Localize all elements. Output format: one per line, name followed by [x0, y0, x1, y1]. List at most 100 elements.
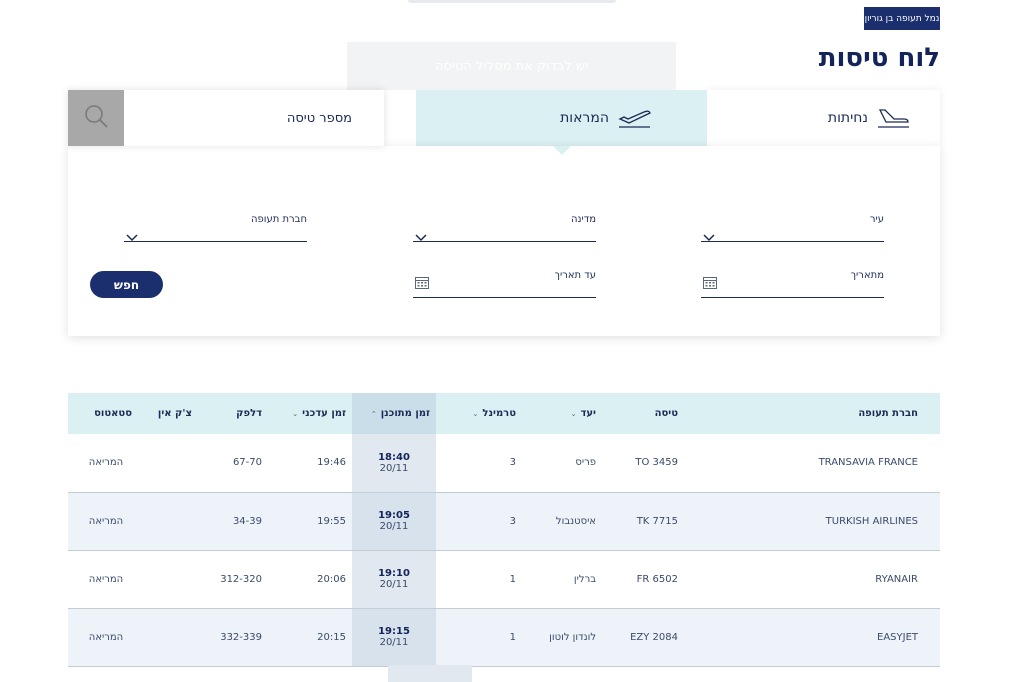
table-row[interactable]: EASYJET EZY 2084 לונדון לוטון 1 19:15 20/…	[68, 608, 940, 667]
cell-airline: RYANAIR	[684, 550, 940, 609]
cell-gate: 34-39	[198, 492, 268, 551]
cell-checkin	[138, 550, 198, 609]
airport-badge[interactable]: נמל תעופה בן גוריון	[864, 7, 940, 30]
sort-down-icon: ⌄	[292, 410, 299, 418]
plane-landing-icon	[876, 107, 910, 129]
cell-updated: 20:15	[268, 608, 352, 667]
faded-banner: יש לבדוק את מסלול הטיסה	[347, 42, 676, 90]
calendar-icon	[415, 274, 429, 293]
header-flight: טיסה	[602, 393, 684, 434]
cell-destination: לונדון לוטון	[522, 608, 602, 667]
country-label: מדינה	[570, 214, 596, 225]
to-date-field[interactable]: עד תאריך	[413, 270, 596, 298]
header-scheduled[interactable]: זמן מתוכנן⌃	[352, 393, 436, 434]
flight-number-search	[68, 90, 384, 146]
chevron-down-icon	[126, 227, 138, 246]
cell-destination: איסטנבול	[522, 492, 602, 551]
header-destination-label: יעד	[580, 408, 596, 419]
search-submit-button[interactable]: חפש	[90, 271, 163, 298]
scheduled-date: 20/11	[379, 579, 409, 590]
cell-gate: 332-339	[198, 608, 268, 667]
table-row[interactable]: TURKISH AIRLINES TK 7715 איסטנבול 3 19:0…	[68, 492, 940, 551]
cell-terminal: 1	[436, 608, 522, 667]
search-button[interactable]	[68, 90, 124, 146]
cell-status: המריאה	[68, 492, 138, 551]
top-divider	[408, 0, 616, 3]
sort-down-icon: ⌄	[472, 410, 479, 418]
from-date-field[interactable]: מתאריך	[701, 270, 884, 298]
cell-scheduled: 19:10 20/11	[352, 550, 436, 609]
cell-updated: 19:46	[268, 434, 352, 493]
cell-airline: TRANSAVIA FRANCE	[684, 434, 940, 493]
search-icon	[83, 103, 109, 133]
to-date-label: עד תאריך	[554, 270, 596, 281]
cell-checkin	[138, 434, 198, 493]
flight-number-input[interactable]	[124, 90, 384, 146]
cell-status: המריאה	[68, 434, 138, 493]
page-title: לוח טיסות	[818, 43, 940, 73]
header-gate: דלפק	[198, 393, 268, 434]
scheduled-date: 20/11	[379, 521, 409, 532]
cell-destination: ברלין	[522, 550, 602, 609]
header-updated[interactable]: זמן עדכני⌄	[268, 393, 352, 434]
from-date-label: מתאריך	[850, 270, 884, 281]
city-select[interactable]: עיר	[701, 214, 884, 242]
cell-scheduled: 19:15 20/11	[352, 608, 436, 667]
cell-checkin	[138, 492, 198, 551]
header-destination[interactable]: יעד⌄	[522, 393, 602, 434]
country-select[interactable]: מדינה	[413, 214, 596, 242]
cell-status: המריאה	[68, 550, 138, 609]
cell-destination: פריס	[522, 434, 602, 493]
airline-label: חברת תעופה	[250, 214, 307, 225]
cell-status: המריאה	[68, 608, 138, 667]
cell-updated: 19:55	[268, 492, 352, 551]
cell-flight: TK 7715	[602, 492, 684, 551]
tab-departures[interactable]: המראות	[416, 90, 707, 146]
cell-scheduled: 19:05 20/11	[352, 492, 436, 551]
header-airline: חברת תעופה	[684, 393, 940, 434]
scheduled-time: 19:10	[378, 568, 410, 579]
sort-down-icon: ⌄	[570, 410, 577, 418]
scheduled-time: 18:40	[378, 451, 410, 463]
cell-airline: EASYJET	[684, 608, 940, 667]
scheduled-column-continuation	[388, 665, 472, 682]
cell-terminal: 3	[436, 434, 522, 493]
cell-gate: 67-70	[198, 434, 268, 493]
header-updated-label: זמן עדכני	[302, 408, 346, 419]
chevron-down-icon	[415, 227, 427, 246]
airline-select[interactable]: חברת תעופה	[124, 214, 307, 242]
calendar-icon	[703, 274, 717, 293]
table-row[interactable]: RYANAIR FR 6502 ברלין 1 19:10 20/11 20:06…	[68, 550, 940, 609]
cell-scheduled: 18:40 20/11	[352, 434, 436, 493]
sort-up-icon: ⌃	[370, 410, 377, 418]
header-checkin: צ'ק אין	[138, 393, 198, 434]
tab-departures-label: המראות	[560, 110, 609, 126]
scheduled-time: 19:05	[378, 510, 410, 521]
header-status: סטאטוס	[68, 393, 138, 434]
city-label: עיר	[869, 214, 884, 225]
cell-flight: EZY 2084	[602, 608, 684, 667]
cell-terminal: 1	[436, 550, 522, 609]
header-terminal[interactable]: טרמינל⌄	[436, 393, 522, 434]
cell-gate: 312-320	[198, 550, 268, 609]
table-header-row: חברת תעופה טיסה יעד⌄ טרמינל⌄ זמן מתוכנן⌃…	[68, 393, 940, 434]
flights-table: חברת תעופה טיסה יעד⌄ טרמינל⌄ זמן מתוכנן⌃…	[68, 393, 940, 667]
chevron-down-icon	[703, 227, 715, 246]
cell-flight: FR 6502	[602, 550, 684, 609]
header-scheduled-label: זמן מתוכנן	[380, 408, 430, 419]
cell-flight: TO 3459	[602, 434, 684, 493]
scheduled-time: 19:15	[378, 626, 410, 637]
active-tab-pointer	[553, 146, 571, 155]
cell-airline: TURKISH AIRLINES	[684, 492, 940, 551]
scheduled-date: 20/11	[379, 637, 409, 648]
tab-landings[interactable]: נחיתות	[707, 90, 940, 146]
scheduled-date: 20/11	[379, 462, 409, 474]
tab-landings-label: נחיתות	[827, 110, 868, 126]
header-terminal-label: טרמינל	[482, 408, 516, 419]
cell-terminal: 3	[436, 492, 522, 551]
cell-checkin	[138, 608, 198, 667]
table-row[interactable]: TRANSAVIA FRANCE TO 3459 פריס 3 18:40 20/…	[68, 434, 940, 493]
plane-takeoff-icon	[617, 107, 651, 129]
cell-updated: 20:06	[268, 550, 352, 609]
filter-panel: עיר מדינה חברת תעופה מתאריך עד תאריך	[68, 146, 940, 336]
